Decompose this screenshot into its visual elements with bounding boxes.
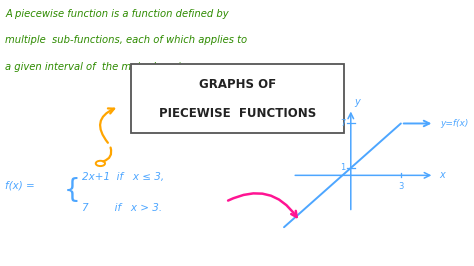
Text: 7        if   x > 3.: 7 if x > 3. <box>82 203 162 213</box>
Text: multiple  sub-functions, each of which applies to: multiple sub-functions, each of which ap… <box>5 35 247 45</box>
Text: x: x <box>439 170 445 180</box>
Text: {: { <box>64 177 80 203</box>
Text: GRAPHS OF: GRAPHS OF <box>199 78 276 91</box>
Text: a given interval of  the main domain.: a given interval of the main domain. <box>5 61 191 72</box>
Text: 2x+1  if   x ≤ 3,: 2x+1 if x ≤ 3, <box>82 172 164 182</box>
Text: 7: 7 <box>340 119 345 128</box>
Text: y: y <box>355 97 360 107</box>
Text: A piecewise function is a function defined by: A piecewise function is a function defin… <box>5 9 229 19</box>
Text: 3: 3 <box>398 182 403 191</box>
FancyBboxPatch shape <box>130 64 344 133</box>
Text: PIECEWISE  FUNCTIONS: PIECEWISE FUNCTIONS <box>159 107 316 120</box>
Text: 1: 1 <box>340 163 345 172</box>
Text: f(x) =: f(x) = <box>5 181 35 191</box>
Text: y=f(x): y=f(x) <box>440 119 468 128</box>
